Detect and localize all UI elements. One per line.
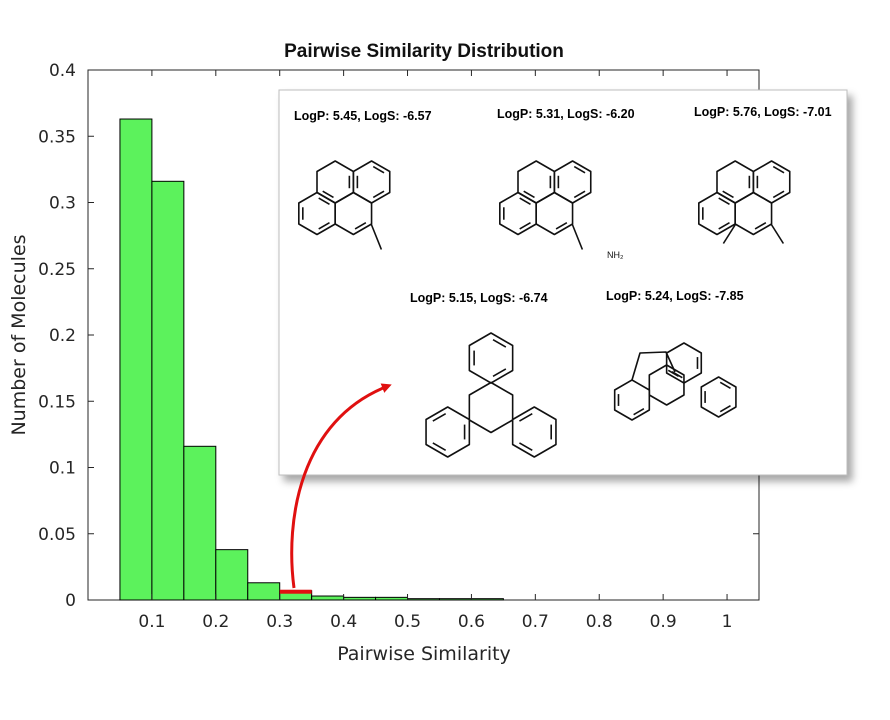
double-bond [432, 412, 447, 422]
double-bond [573, 190, 586, 199]
five-membered-ring [631, 351, 676, 381]
x-tick-label: 0.6 [458, 612, 485, 632]
double-bond [719, 405, 731, 413]
y-tick-label: 0.3 [49, 194, 76, 214]
histogram-bar [407, 598, 440, 601]
y-tick-label: 0.15 [38, 392, 76, 412]
molecule-2-label: LogP: 5.31, LogS: -6.20 [497, 107, 635, 121]
double-bond [772, 165, 785, 174]
molecule-inset: LogP: 5.45, LogS: -6.57 LogP: 5.31, LogS… [278, 89, 848, 476]
molecule-1-structure [298, 160, 391, 250]
y-tick-label: 0 [65, 591, 76, 611]
aromatic-ring [511, 406, 557, 458]
histogram-bar [438, 598, 472, 601]
x-tick-label: 0.1 [138, 612, 165, 632]
double-bond [519, 412, 533, 422]
double-bond [718, 197, 730, 206]
double-bond [372, 165, 385, 174]
axis-ticks: 0.1 0.2 0.3 0.4 0.5 0.6 0.7 0.8 0.9 1 0 0.05 0.1 0.15… [38, 61, 759, 632]
histogram-bars [119, 118, 504, 601]
histogram-bar [375, 596, 409, 601]
molecule-3-label: LogP: 5.76, LogS: -7.01 [694, 105, 832, 119]
molecule-5-structure [613, 342, 737, 421]
histogram-bar [151, 180, 185, 601]
double-bond [718, 221, 730, 230]
histogram-bar [247, 582, 281, 601]
aromatic-ring [752, 160, 791, 204]
y-tick-label: 0.2 [49, 326, 76, 346]
x-tick-label: 0.9 [650, 612, 677, 632]
double-bond [633, 408, 645, 416]
double-bond [492, 338, 507, 348]
double-bond [519, 442, 533, 452]
double-bond [772, 190, 785, 199]
aromatic-ring [468, 381, 514, 434]
x-tick-label: 0.8 [586, 612, 613, 632]
aromatic-ring [425, 406, 471, 458]
x-tick-label: 0.4 [330, 612, 357, 632]
x-tick-label: 0.3 [266, 612, 293, 632]
histogram-bar [119, 118, 153, 601]
double-bond [573, 165, 586, 174]
y-tick-label: 0.25 [38, 260, 76, 280]
histogram-bar [183, 445, 217, 601]
double-bond [523, 190, 535, 199]
double-bond [354, 221, 367, 230]
histogram-bar [311, 595, 345, 601]
double-bond [372, 190, 385, 199]
substituent-bond [370, 224, 383, 250]
double-bond [318, 221, 330, 230]
double-bond [519, 197, 531, 206]
y-tick-label: 0.05 [38, 525, 76, 545]
x-tick-label: 0.7 [522, 612, 549, 632]
molecule-2-structure: NH₂ [499, 160, 624, 260]
aromatic-ring [648, 364, 685, 406]
amine-group-label: NH₂ [607, 250, 624, 260]
molecule-4-structure [425, 332, 557, 458]
aromatic-ring [553, 160, 592, 204]
molecule-1-label: LogP: 5.45, LogS: -6.57 [294, 109, 432, 123]
x-axis-label: Pairwise Similarity [337, 643, 511, 665]
double-bond [318, 197, 330, 206]
histogram-bar [215, 549, 249, 601]
y-tick-label: 0.4 [49, 61, 76, 81]
double-bond [719, 381, 731, 389]
x-tick-label: 0.2 [202, 612, 229, 632]
x-tick-label: 1 [722, 612, 733, 632]
double-bond [432, 442, 447, 452]
double-bond [671, 371, 683, 379]
double-bond [722, 190, 734, 199]
highlight-arrow [290, 383, 392, 589]
double-bond [519, 221, 531, 230]
aromatic-ring [352, 160, 391, 204]
molecule-4-label: LogP: 5.15, LogS: -6.74 [410, 291, 548, 305]
double-bond [555, 221, 568, 230]
molecule-5-label: LogP: 5.24, LogS: -7.85 [606, 289, 744, 303]
histogram-bar [470, 598, 504, 601]
molecule-3-structure [698, 160, 791, 244]
y-axis-label: Number of Molecules [8, 234, 30, 435]
histogram-bar [343, 596, 377, 601]
substituent-bond [722, 224, 737, 244]
substituent-bond [571, 224, 584, 250]
double-bond [754, 221, 767, 230]
highlighted-bin-marker [279, 589, 312, 594]
y-tick-label: 0.1 [49, 459, 76, 479]
double-bond [322, 190, 334, 199]
double-bond [492, 368, 507, 378]
x-tick-label: 0.5 [394, 612, 421, 632]
substituent-bond [770, 224, 785, 244]
y-tick-label: 0.35 [38, 127, 76, 147]
chart-title: Pairwise Similarity Distribution [284, 41, 564, 62]
inset-panel [278, 89, 848, 476]
aromatic-ring [700, 376, 737, 418]
